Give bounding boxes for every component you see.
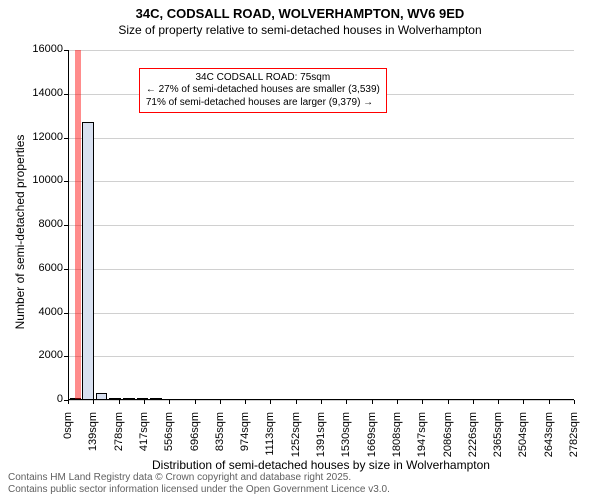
chart-container: 34C, CODSALL ROAD, WOLVERHAMPTON, WV6 9E… [0,0,600,500]
chart-title: 34C, CODSALL ROAD, WOLVERHAMPTON, WV6 9E… [0,0,600,21]
highlight-bar [75,50,82,400]
y-axis-line [68,50,69,400]
annotation-box: 34C CODSALL ROAD: 75sqm← 27% of semi-det… [139,68,387,114]
chart-subtitle: Size of property relative to semi-detach… [0,21,600,37]
plot-area: 34C CODSALL ROAD: 75sqm← 27% of semi-det… [68,50,574,400]
footer-text: Contains HM Land Registry data © Crown c… [8,472,390,496]
x-axis-label: Distribution of semi-detached houses by … [68,458,574,472]
